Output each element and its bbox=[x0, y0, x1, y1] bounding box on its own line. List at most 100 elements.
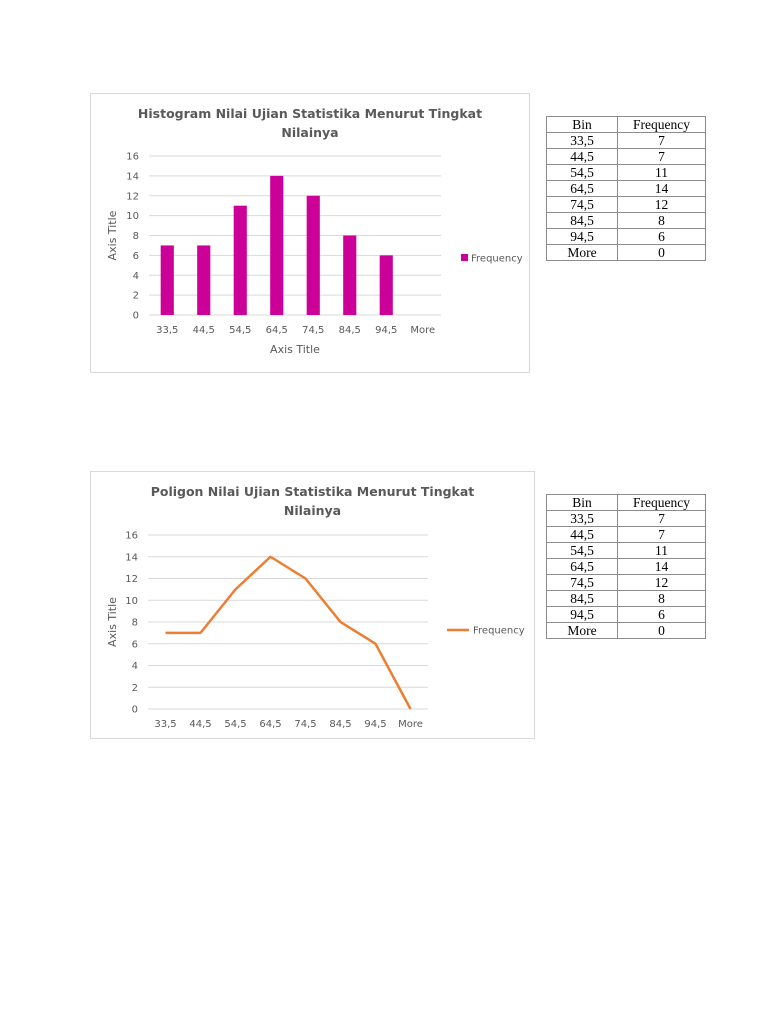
y-axis-title: Axis Title bbox=[106, 210, 119, 260]
table-cell: 44,5 bbox=[546, 148, 618, 165]
table-cell: 84,5 bbox=[546, 212, 618, 229]
bar bbox=[379, 255, 393, 315]
table-cell: 94,5 bbox=[546, 228, 618, 245]
table-row: 64,5 14 bbox=[546, 180, 706, 197]
table-row: 84,5 8 bbox=[546, 590, 706, 607]
table-row: More 0 bbox=[546, 622, 706, 639]
table-cell: More bbox=[546, 622, 618, 639]
table-row: 94,5 6 bbox=[546, 228, 706, 245]
table-cell: 14 bbox=[617, 558, 706, 575]
table-header-row: Bin Frequency bbox=[546, 116, 706, 133]
bar bbox=[197, 245, 211, 315]
frequency-table: Bin Frequency 33,5 7 44,5 7 54,5 11 64,5 14 … bbox=[546, 116, 706, 261]
x-tick-label: More bbox=[410, 325, 435, 336]
table-cell: 0 bbox=[617, 622, 706, 639]
y-axis-title: Axis Title bbox=[106, 597, 119, 647]
bar bbox=[306, 195, 320, 315]
column-header: Frequency bbox=[617, 494, 706, 511]
table-cell: 11 bbox=[617, 542, 706, 559]
y-tick-label: 10 bbox=[126, 211, 139, 222]
x-tick-label: 94,5 bbox=[364, 719, 386, 730]
table-row: 84,5 8 bbox=[546, 212, 706, 229]
x-tick-label: 33,5 bbox=[156, 325, 178, 336]
table-cell: 7 bbox=[617, 132, 706, 149]
table-cell: 74,5 bbox=[546, 574, 618, 591]
y-tick-label: 14 bbox=[126, 171, 139, 182]
column-header: Bin bbox=[546, 494, 618, 511]
table-row: More 0 bbox=[546, 244, 706, 261]
x-tick-label: 44,5 bbox=[193, 325, 215, 336]
table-row: 54,5 11 bbox=[546, 164, 706, 181]
legend-label: Frequency bbox=[471, 254, 523, 265]
table-cell: 12 bbox=[617, 574, 706, 591]
table-cell: 6 bbox=[617, 228, 706, 245]
x-tick-label: 64,5 bbox=[266, 325, 288, 336]
table-cell: 74,5 bbox=[546, 196, 618, 213]
y-tick-label: 2 bbox=[132, 683, 138, 694]
x-tick-label: 74,5 bbox=[302, 325, 324, 336]
y-tick-label: 2 bbox=[133, 291, 139, 302]
table-cell: 6 bbox=[617, 606, 706, 623]
y-tick-label: 16 bbox=[126, 152, 139, 163]
table-row: 33,5 7 bbox=[546, 510, 706, 527]
table-row: 64,5 14 bbox=[546, 558, 706, 575]
table-cell: 11 bbox=[617, 164, 706, 181]
x-tick-label: 54,5 bbox=[229, 325, 251, 336]
polygon-chart: Poligon Nilai Ujian Statistika Menurut T… bbox=[90, 471, 535, 739]
table-cell: 54,5 bbox=[546, 164, 618, 181]
column-header: Bin bbox=[546, 116, 618, 133]
table-cell: 7 bbox=[617, 526, 706, 543]
legend-swatch bbox=[461, 254, 468, 261]
y-tick-label: 8 bbox=[132, 618, 138, 629]
polygon-plot: 0 2 4 6 8 10 12 14 16 33,5 44,5 54,5 64,5 74,5 84,5 94,… bbox=[106, 531, 525, 731]
table-cell: 8 bbox=[617, 590, 706, 607]
table-cell: More bbox=[546, 244, 618, 261]
table-cell: 12 bbox=[617, 196, 706, 213]
table-cell: 8 bbox=[617, 212, 706, 229]
table-header-row: Bin Frequency bbox=[546, 494, 706, 511]
y-tick-label: 6 bbox=[132, 639, 138, 650]
x-tick-label: 54,5 bbox=[224, 719, 246, 730]
x-tick-label: 84,5 bbox=[329, 719, 351, 730]
chart-title: Poligon Nilai Ujian Statistika Menurut T… bbox=[150, 484, 475, 518]
bar bbox=[270, 175, 284, 315]
x-tick-label: 44,5 bbox=[189, 719, 211, 730]
series-line bbox=[165, 555, 412, 710]
y-tick-label: 4 bbox=[133, 271, 139, 282]
y-tick-label: 14 bbox=[125, 552, 138, 563]
bar bbox=[343, 235, 357, 315]
x-tick-label: 84,5 bbox=[339, 325, 361, 336]
table-cell: 14 bbox=[617, 180, 706, 197]
table-cell: 64,5 bbox=[546, 558, 618, 575]
histogram-chart: Histogram Nilai Ujian Statistika Menurut… bbox=[90, 93, 530, 373]
x-tick-label: 94,5 bbox=[375, 325, 397, 336]
x-tick-label: 74,5 bbox=[294, 719, 316, 730]
table-cell: 33,5 bbox=[546, 510, 618, 527]
x-tick-label: More bbox=[398, 719, 423, 730]
legend-label: Frequency bbox=[473, 626, 525, 637]
y-tick-label: 0 bbox=[132, 705, 138, 716]
table-row: 74,5 12 bbox=[546, 196, 706, 213]
table-row: 44,5 7 bbox=[546, 148, 706, 165]
table-cell: 54,5 bbox=[546, 542, 618, 559]
y-tick-label: 6 bbox=[133, 251, 139, 262]
y-tick-label: 8 bbox=[133, 231, 139, 242]
table-cell: 44,5 bbox=[546, 526, 618, 543]
column-header: Frequency bbox=[617, 116, 706, 133]
table-row: 74,5 12 bbox=[546, 574, 706, 591]
table-cell: 0 bbox=[617, 244, 706, 261]
x-tick-label: 33,5 bbox=[154, 719, 176, 730]
table-cell: 7 bbox=[617, 510, 706, 527]
table-cell: 33,5 bbox=[546, 132, 618, 149]
histogram-plot: 0 2 4 6 8 10 12 14 16 33,5 44,5 54,5 64,5 74,5 84,5 94,… bbox=[106, 152, 523, 357]
y-tick-label: 16 bbox=[125, 531, 138, 542]
y-tick-label: 12 bbox=[125, 574, 138, 585]
y-tick-label: 0 bbox=[133, 311, 139, 322]
table-row: 44,5 7 bbox=[546, 526, 706, 543]
y-tick-label: 12 bbox=[126, 191, 139, 202]
table-cell: 84,5 bbox=[546, 590, 618, 607]
y-tick-label: 4 bbox=[132, 661, 138, 672]
table-row: 54,5 11 bbox=[546, 542, 706, 559]
chart-title: Histogram Nilai Ujian Statistika Menurut… bbox=[137, 106, 483, 140]
table-cell: 7 bbox=[617, 148, 706, 165]
